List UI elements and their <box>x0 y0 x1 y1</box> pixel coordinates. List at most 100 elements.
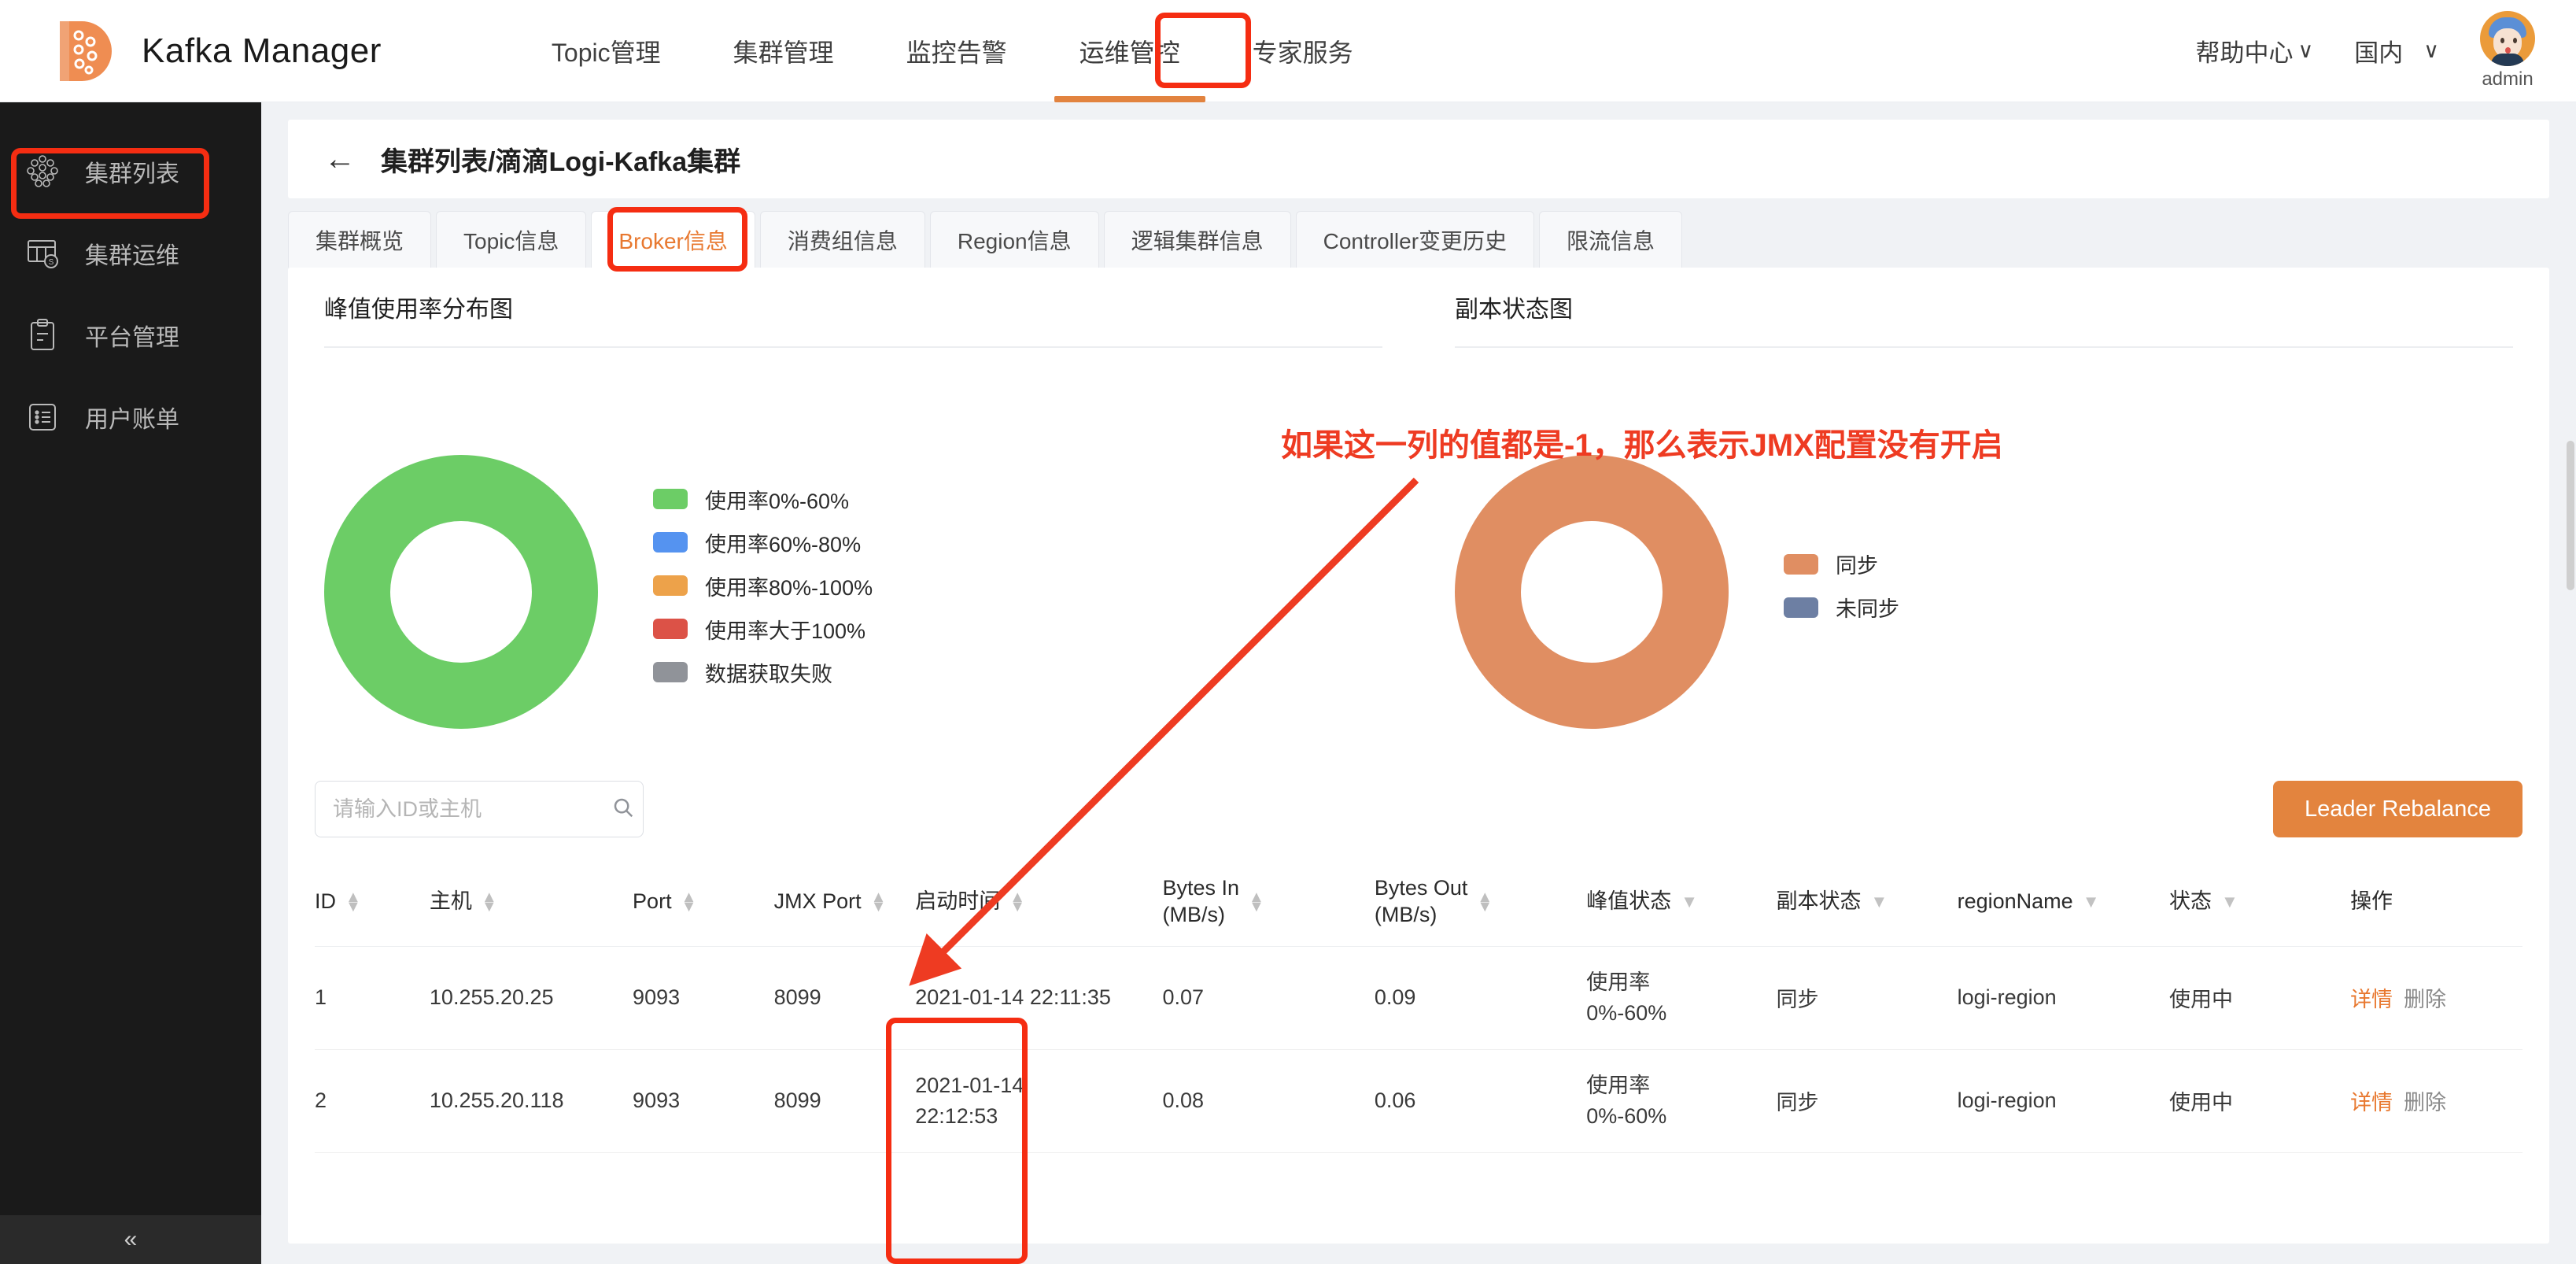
peak-usage-chart-panel: 峰值使用率分布图 使用率0%-60% 使用率60%-80% <box>288 290 1419 749</box>
chevron-down-icon: ∨ <box>2297 39 2314 62</box>
peak-usage-legend: 使用率0%-60% 使用率60%-80% 使用率80%-100% 使用 <box>653 484 873 700</box>
back-arrow-icon[interactable]: ← <box>324 141 356 176</box>
avatar <box>2480 11 2535 66</box>
help-center-label: 帮助中心 <box>2195 39 2294 67</box>
tab-cluster-overview[interactable]: 集群概览 <box>288 211 432 268</box>
th-host: 主机 ▲ ▼ <box>429 858 633 947</box>
filter-icon[interactable]: ▼ <box>1870 891 1888 911</box>
nav-item-ops[interactable]: 运维管控 <box>1043 0 1216 102</box>
filter-icon[interactable]: ▼ <box>2220 891 2238 911</box>
annotation-text: 如果这一列的值都是-1，那么表示JMX配置没有开启 <box>1281 428 2003 463</box>
legend-item[interactable]: 未同步 <box>1784 592 1899 623</box>
table-header-row: ID ▲ ▼ 主机 ▲ ▼ Port ▲ ▼ JMX Port ▲ ▼ 启动时间 ▲ ▼ Bytes… <box>315 858 2522 947</box>
sidebar-collapse-button[interactable]: « <box>0 1215 261 1264</box>
cell-peak-status: 使用率 0%-60% <box>1586 1049 1777 1154</box>
legend-item[interactable]: 数据获取失败 <box>653 657 873 688</box>
peak-usage-chart-title: 峰值使用率分布图 <box>324 290 1382 348</box>
tab-consumer-group-info[interactable]: 消费组信息 <box>759 211 925 268</box>
svg-text:S: S <box>49 258 54 267</box>
cell-id: 2 <box>315 1049 430 1154</box>
delete-link[interactable]: 删除 <box>2404 1091 2447 1115</box>
broker-info-panel: 峰值使用率分布图 使用率0%-60% 使用率60%-80% <box>288 268 2549 1244</box>
legend-item[interactable]: 使用率0%-60% <box>653 484 873 515</box>
legend-item[interactable]: 使用率80%-100% <box>653 571 873 601</box>
cell-region-name: logi-region <box>1957 946 2169 1050</box>
top-navigation: Topic管理 集群管理 监控告警 运维管控 专家服务 <box>515 0 1389 102</box>
cluster-icon <box>22 151 63 192</box>
sidebar-item-platform[interactable]: 平台管理 <box>0 298 261 372</box>
detail-link[interactable]: 详情 <box>2350 988 2393 1012</box>
legend-item[interactable]: 使用率60%-80% <box>653 527 873 558</box>
legend-label: 数据获取失败 <box>705 662 832 686</box>
legend-label: 同步 <box>1836 554 1878 578</box>
th-label: 副本状态 <box>1776 889 1862 913</box>
cell-replica-status: 同步 <box>1776 1049 1958 1154</box>
tab-broker-info[interactable]: Broker信息 <box>591 211 755 268</box>
th-peak-status: 峰值状态 ▼ <box>1586 858 1777 947</box>
nav-item-topic[interactable]: Topic管理 <box>551 38 661 67</box>
th-start-time: 启动时间 ▲ ▼ <box>915 858 1163 947</box>
sort-icon[interactable]: ▲ ▼ <box>1249 888 1264 915</box>
sort-icon[interactable]: ▲ ▼ <box>1009 888 1025 915</box>
cell-bytes-in: 0.07 <box>1162 946 1375 1050</box>
user-menu[interactable]: admin <box>2480 11 2535 91</box>
sidebar-item-cluster-ops[interactable]: S 集群运维 <box>0 216 261 290</box>
sort-icon[interactable]: ▲ ▼ <box>481 888 497 915</box>
sidebar-item-cluster-list[interactable]: 集群列表 <box>0 134 261 209</box>
cell-jmx-port: 8099 <box>773 1049 916 1154</box>
sidebar-item-user-bill[interactable]: 用户账单 <box>0 379 261 454</box>
nav-item-monitor[interactable]: 监控告警 <box>906 38 1007 67</box>
leader-rebalance-button[interactable]: Leader Rebalance <box>2272 781 2522 837</box>
cell-port: 9093 <box>633 946 774 1050</box>
filter-icon[interactable]: ▼ <box>2082 891 2100 911</box>
sort-icon[interactable]: ▲ ▼ <box>681 888 697 915</box>
legend-item[interactable]: 同步 <box>1784 549 1899 579</box>
detail-link[interactable]: 详情 <box>2350 1091 2393 1115</box>
ops-table-icon: S <box>22 233 63 274</box>
help-center-menu[interactable]: 帮助中心 ∨ <box>2195 33 2313 68</box>
nav-item-cluster[interactable]: 集群管理 <box>733 38 834 67</box>
tab-throttle-info[interactable]: 限流信息 <box>1539 211 1683 268</box>
search-input[interactable] <box>333 796 611 822</box>
header-right: 帮助中心 ∨ 国内 ∨ admin <box>2195 11 2535 91</box>
region-label: 国内 <box>2354 39 2404 67</box>
delete-link[interactable]: 删除 <box>2404 988 2447 1012</box>
legend-label: 未同步 <box>1836 597 1899 621</box>
th-replica-status: 副本状态 ▼ <box>1776 858 1958 947</box>
th-label: Bytes In (MB/s) <box>1162 876 1240 926</box>
replica-status-donut[interactable] <box>1455 455 1729 729</box>
search-icon[interactable] <box>611 796 635 823</box>
region-menu[interactable]: 国内 ∨ <box>2354 33 2439 68</box>
th-jmx-port: JMX Port ▲ ▼ <box>773 858 916 947</box>
legend-swatch-gray <box>653 662 688 682</box>
vertical-scrollbar[interactable] <box>2567 441 2574 590</box>
cell-id: 1 <box>315 946 430 1050</box>
tab-region-info[interactable]: Region信息 <box>929 211 1099 268</box>
page-title: 集群列表/滴滴Logi-Kafka集群 <box>381 146 741 177</box>
sort-icon[interactable]: ▲ ▼ <box>1477 888 1493 915</box>
legend-item[interactable]: 使用率大于100% <box>653 614 873 645</box>
sort-icon[interactable]: ▲ ▼ <box>870 888 887 915</box>
th-action: 操作 <box>2350 858 2522 947</box>
peak-usage-donut[interactable] <box>324 455 598 729</box>
th-label: 状态 <box>2168 889 2212 913</box>
search-box[interactable] <box>315 781 644 837</box>
sidebar-item-label: 集群列表 <box>85 161 179 187</box>
table-row[interactable]: 1 10.255.20.25 9093 8099 2021-01-14 22:1… <box>315 946 2522 1050</box>
charts-row: 峰值使用率分布图 使用率0%-60% 使用率60%-80% <box>288 268 2549 749</box>
cell-bytes-out: 0.06 <box>1374 1049 1587 1154</box>
cell-bytes-out: 0.09 <box>1374 946 1587 1050</box>
annotation-arrow-icon <box>909 477 1419 986</box>
sort-icon[interactable]: ▲ ▼ <box>345 888 361 915</box>
replica-status-donut-area: 同步 未同步 <box>1455 434 2513 749</box>
tab-logical-cluster-info[interactable]: 逻辑集群信息 <box>1103 211 1291 268</box>
filter-icon[interactable]: ▼ <box>1681 891 1698 911</box>
nav-item-expert[interactable]: 专家服务 <box>1252 38 1353 67</box>
table-row[interactable]: 2 10.255.20.118 9093 8099 2021-01-14 22:… <box>315 1049 2522 1154</box>
cell-status: 使用中 <box>2168 946 2351 1050</box>
tab-topic-info[interactable]: Topic信息 <box>436 211 587 268</box>
legend-swatch-orange <box>653 575 688 596</box>
tab-controller-history[interactable]: Controller变更历史 <box>1295 211 1535 268</box>
th-region-name: regionName ▼ <box>1957 858 2169 947</box>
tab-bar: 集群概览 Topic信息 Broker信息 消费组信息 Region信息 逻辑集… <box>288 208 2549 268</box>
